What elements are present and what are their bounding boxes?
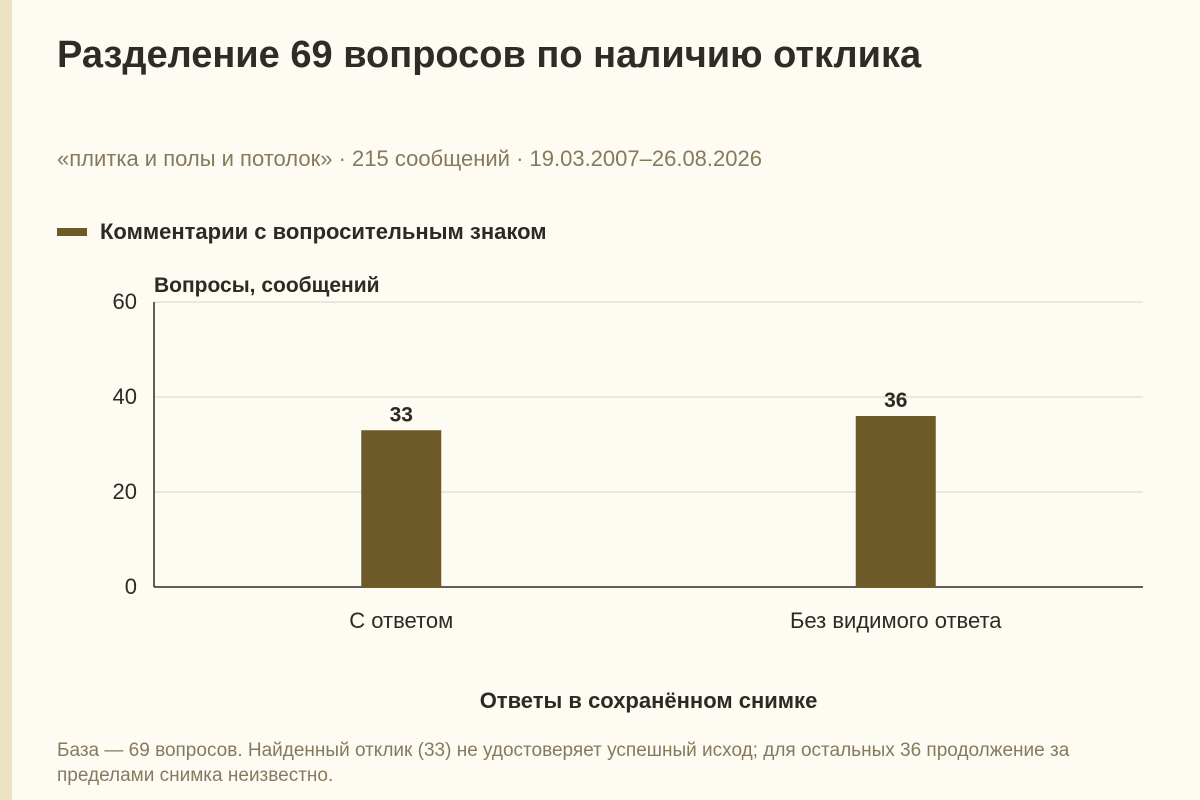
chart-title: Разделение 69 вопросов по наличию отклик… [57, 34, 922, 76]
legend-label: Комментарии с вопросительным знаком [100, 219, 547, 244]
x-tick-label: С ответом [349, 608, 453, 633]
y-tick-label: 60 [113, 289, 137, 314]
footnote: База — 69 вопросов. Найденный отклик (33… [57, 740, 1070, 786]
data-label: 33 [390, 403, 413, 426]
data-label: 36 [884, 389, 907, 412]
x-axis-label: Ответы в сохранённом снимке [480, 688, 818, 713]
y-tick-label: 0 [125, 574, 137, 599]
legend-swatch [57, 228, 87, 236]
y-tick-label: 40 [113, 384, 137, 409]
chart-subtitle: «плитка и полы и потолок» · 215 сообщени… [57, 146, 762, 171]
bar-chart: 0 20 40 60 Вопросы, сообщений 33 С ответом 36 Бе… [113, 274, 1143, 713]
left-accent-stripe [0, 0, 12, 800]
legend: Комментарии с вопросительным знаком [57, 219, 547, 245]
y-tick-label: 20 [113, 479, 137, 504]
x-tick-label: Без видимого ответа [790, 608, 1002, 633]
bar [855, 416, 936, 587]
y-axis-label: Вопросы, сообщений [154, 274, 380, 297]
bar [361, 430, 442, 587]
